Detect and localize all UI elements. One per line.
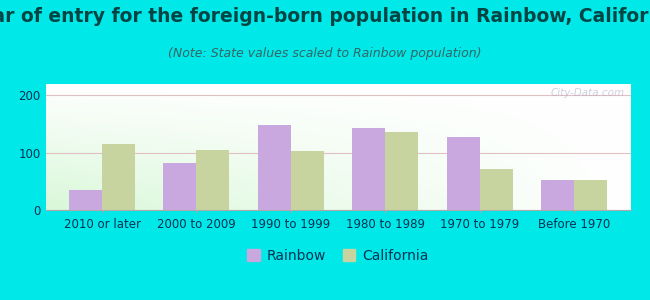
Bar (291, 151, 324, 210)
Text: Year of entry for the foreign-born population in Rainbow, California: Year of entry for the foreign-born popul… (0, 8, 650, 26)
Bar (447, 137, 480, 210)
Text: City-Data.com: City-Data.com (551, 88, 625, 98)
Bar (541, 180, 574, 210)
Bar (258, 125, 291, 210)
Bar (163, 163, 196, 210)
Bar (69, 190, 102, 210)
Bar (385, 131, 418, 210)
Bar (480, 169, 513, 210)
Legend: Rainbow, California: Rainbow, California (242, 244, 434, 268)
Bar (102, 144, 135, 210)
Bar (574, 180, 607, 210)
Text: (Note: State values scaled to Rainbow population): (Note: State values scaled to Rainbow po… (168, 46, 482, 59)
Bar (196, 150, 229, 210)
Bar (352, 128, 385, 210)
